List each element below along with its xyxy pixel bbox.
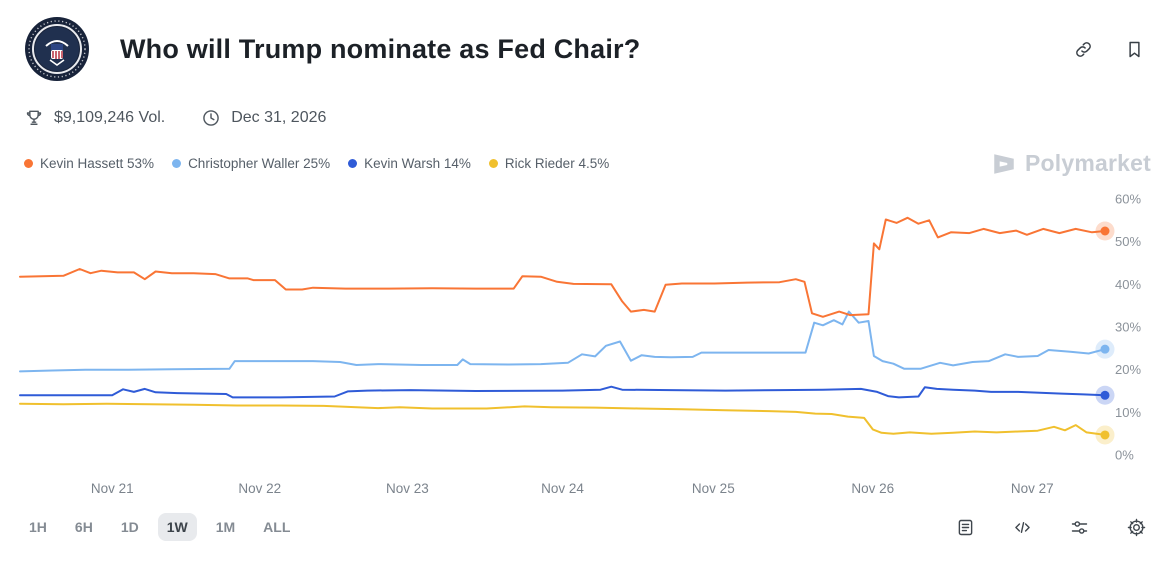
price-chart-svg[interactable]: 0% 10% 20% 30% 40% 50% 60% Nov 21 Nov 22 Nov 23 No… xyxy=(0,183,1175,505)
copy-link-button[interactable] xyxy=(1071,37,1096,62)
settings-button[interactable] xyxy=(1124,515,1149,540)
market-stats: $9,109,246 Vol. Dec 31, 2026 xyxy=(0,82,1175,128)
price-chart[interactable]: 0% 10% 20% 30% 40% 50% 60% Nov 21 Nov 22 Nov 23 No… xyxy=(0,183,1175,505)
end-date-text: Dec 31, 2026 xyxy=(231,109,327,126)
market-title: Who will Trump nominate as Fed Chair? xyxy=(120,33,641,64)
chart-settings-button[interactable] xyxy=(1067,515,1092,540)
legend-row: Kevin Hassett 53% Christopher Waller 25% K… xyxy=(0,128,1175,177)
bookmark-button[interactable] xyxy=(1122,37,1147,62)
legend-label-kevin-warsh: Kevin Warsh 14% xyxy=(364,156,471,171)
y-axis-label-60: 60% xyxy=(1115,192,1141,207)
x-axis-label-nov-21: Nov 21 xyxy=(91,481,134,496)
legend-item-rick-rieder[interactable]: Rick Rieder 4.5% xyxy=(488,156,610,171)
series-end-marker-kevin-warsh xyxy=(1100,390,1110,400)
y-axis-label-50: 50% xyxy=(1115,234,1141,249)
legend-dot-kevin-warsh xyxy=(348,159,358,168)
market-header: Who will Trump nominate as Fed Chair? xyxy=(0,0,1175,82)
legend-label-kevin-hassett: Kevin Hassett 53% xyxy=(40,156,155,171)
trophy-icon xyxy=(26,110,42,125)
legend-label-rick-rieder: Rick Rieder 4.5% xyxy=(504,156,610,171)
timeframe-selector: 1H 6H 1D 1W 1M ALL xyxy=(20,513,299,541)
market-summary-button[interactable] xyxy=(953,515,978,540)
x-axis-label-nov-22: Nov 22 xyxy=(238,481,281,496)
series-end-marker-christopher-waller xyxy=(1100,344,1110,354)
legend-dot-christopher-waller xyxy=(172,159,182,168)
timeframe-1w[interactable]: 1W xyxy=(157,513,197,541)
footer-actions xyxy=(953,515,1149,540)
legend-item-christopher-waller[interactable]: Christopher Waller 25% xyxy=(172,156,330,171)
document-icon xyxy=(958,519,973,535)
series-end-marker-rick-rieder xyxy=(1100,430,1110,440)
x-axis-label-nov-26: Nov 26 xyxy=(851,481,894,496)
polymarket-watermark: Polymarket xyxy=(991,150,1151,177)
y-axis-label-30: 30% xyxy=(1115,320,1141,335)
x-axis-label-nov-25: Nov 25 xyxy=(692,481,735,496)
header-actions xyxy=(1071,37,1147,62)
y-axis-label-0: 0% xyxy=(1115,448,1134,463)
polymarket-watermark-text: Polymarket xyxy=(1024,150,1151,176)
x-axis-label-nov-24: Nov 24 xyxy=(541,481,584,496)
series-line-rick-rieder xyxy=(19,402,1106,436)
timeframe-1d[interactable]: 1D xyxy=(112,513,148,541)
federal-reserve-seal-logo xyxy=(24,16,90,82)
series-line-kevin-warsh xyxy=(19,385,1106,399)
legend-item-kevin-hassett[interactable]: Kevin Hassett 53% xyxy=(24,156,154,171)
chart-footer: 1H 6H 1D 1W 1M ALL xyxy=(0,505,1175,541)
sliders-icon xyxy=(1071,520,1088,534)
volume-text: $9,109,246 Vol. xyxy=(54,109,166,126)
legend-dot-rick-rieder xyxy=(488,159,498,168)
series-line-kevin-hassett xyxy=(19,216,1106,318)
embed-button[interactable] xyxy=(1010,515,1035,540)
y-axis-label-40: 40% xyxy=(1115,277,1141,292)
polymarket-logo-icon xyxy=(994,153,1014,174)
legend-item-kevin-warsh[interactable]: Kevin Warsh 14% xyxy=(348,156,471,171)
code-icon xyxy=(1015,521,1030,533)
timeframe-6h[interactable]: 6H xyxy=(66,513,102,541)
y-axis-label-20: 20% xyxy=(1115,362,1141,377)
legend-label-christopher-waller: Christopher Waller 25% xyxy=(188,156,331,171)
y-axis-label-10: 10% xyxy=(1115,405,1141,420)
x-axis-label-nov-27: Nov 27 xyxy=(1011,481,1054,496)
series-end-marker-kevin-hassett xyxy=(1100,226,1110,236)
chart-legend: Kevin Hassett 53% Christopher Waller 25% K… xyxy=(24,156,609,171)
series-line-christopher-waller xyxy=(19,310,1106,373)
gear-icon xyxy=(1127,518,1146,536)
bookmark-icon xyxy=(1129,41,1140,57)
timeframe-all[interactable]: ALL xyxy=(254,513,299,541)
clock-icon xyxy=(203,110,220,126)
legend-dot-kevin-hassett xyxy=(24,159,33,168)
link-icon xyxy=(1076,41,1091,57)
timeframe-1h[interactable]: 1H xyxy=(20,513,56,541)
x-axis-label-nov-23: Nov 23 xyxy=(386,481,429,496)
timeframe-1m[interactable]: 1M xyxy=(207,513,244,541)
